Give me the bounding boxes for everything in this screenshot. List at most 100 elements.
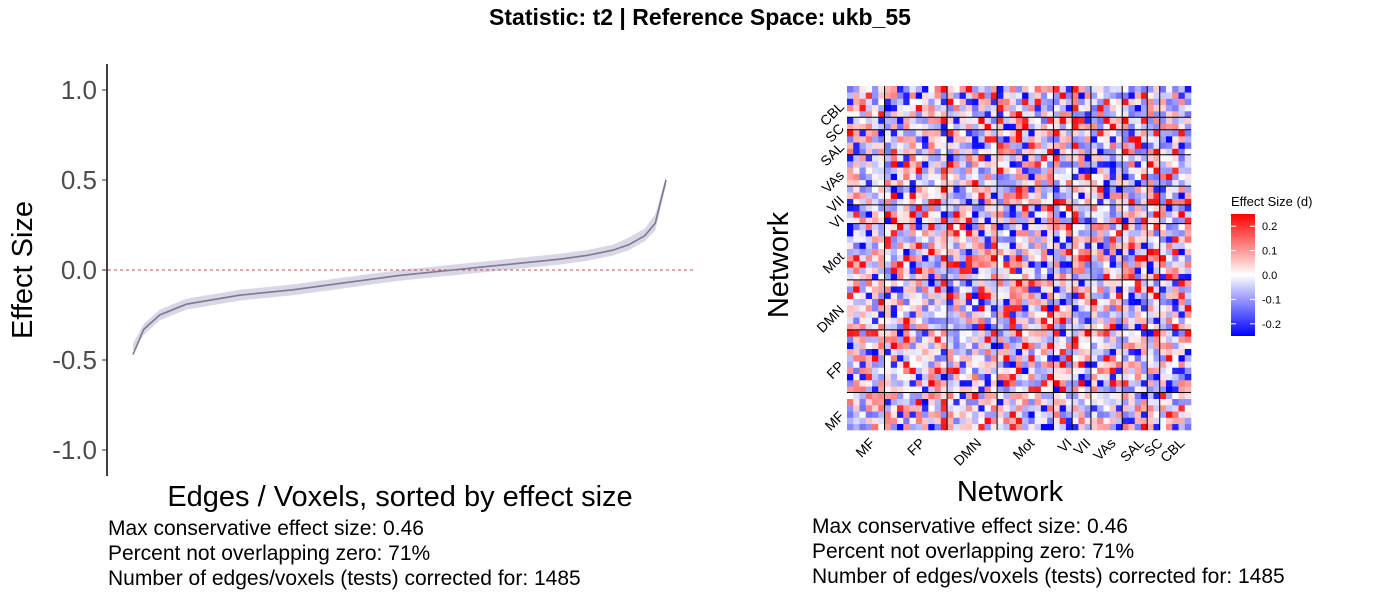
heatmap-cell xyxy=(1184,361,1192,368)
heatmap-cell xyxy=(1040,129,1048,137)
heatmap-cell xyxy=(1172,192,1179,199)
heatmap-cell xyxy=(878,367,885,374)
heatmap-cell xyxy=(890,198,898,206)
heatmap-cell xyxy=(872,236,879,243)
heatmap-cell xyxy=(878,111,885,118)
heatmap-cell xyxy=(922,267,929,274)
heatmap-cell xyxy=(1184,261,1192,268)
heatmap-cell xyxy=(928,236,935,243)
heatmap-cell xyxy=(972,254,979,262)
heatmap-cell xyxy=(984,136,992,143)
heatmap-cell xyxy=(1109,267,1117,274)
heatmap-cell xyxy=(897,304,904,312)
heatmap-cell xyxy=(1159,117,1167,124)
heatmap-cell xyxy=(1078,336,1085,343)
heatmap-cell xyxy=(1084,117,1092,124)
heatmap-cell xyxy=(984,304,992,312)
heatmap-cell xyxy=(1178,354,1186,362)
heatmap-cell xyxy=(947,242,954,249)
heatmap-cell xyxy=(1090,411,1098,418)
heatmap-cell xyxy=(1028,423,1035,431)
heatmap-cell xyxy=(884,192,892,199)
heatmap-cell xyxy=(1165,261,1173,268)
heatmap-cell xyxy=(909,98,917,106)
heatmap-cell xyxy=(1028,311,1035,318)
heatmap-cell xyxy=(872,279,879,287)
heatmap-cell xyxy=(853,354,860,362)
heatmap-cell xyxy=(878,211,885,218)
heatmap-cell xyxy=(1153,386,1161,393)
heatmap-cell xyxy=(965,173,973,181)
heatmap-cell xyxy=(1053,104,1060,112)
heatmap-cell xyxy=(959,304,967,312)
heatmap-cell xyxy=(1015,148,1023,156)
heatmap-cell xyxy=(890,386,898,393)
heatmap-cell xyxy=(972,136,979,143)
heatmap-cell xyxy=(865,179,873,187)
heatmap-cell xyxy=(897,411,904,418)
heatmap-cell xyxy=(897,398,904,406)
heatmap-cell xyxy=(859,286,867,293)
heatmap-cell xyxy=(940,198,948,206)
heatmap-cell xyxy=(940,179,948,187)
heatmap-cell xyxy=(1078,304,1085,312)
heatmap-cell xyxy=(865,379,873,387)
heatmap-cell xyxy=(1053,348,1060,356)
heatmap-cell xyxy=(1015,286,1023,293)
heatmap-cell xyxy=(922,198,929,206)
heatmap-cell xyxy=(1034,398,1042,406)
heatmap-cell xyxy=(1134,223,1142,231)
heatmap-cell xyxy=(990,392,998,400)
heatmap-cell xyxy=(990,111,998,118)
heatmap-cell xyxy=(1028,236,1035,243)
heatmap-cell xyxy=(1040,292,1048,299)
heatmap-cell xyxy=(1090,398,1098,406)
heatmap-cell xyxy=(897,423,904,431)
heatmap-cell xyxy=(1122,161,1129,168)
heatmap-cell xyxy=(1090,311,1098,318)
heatmap-cell xyxy=(1090,117,1098,124)
heatmap-cell xyxy=(847,154,854,162)
heatmap-cell xyxy=(1034,211,1042,218)
heatmap-cell xyxy=(1165,254,1173,262)
heatmap-cell xyxy=(1084,186,1092,193)
heatmap-cell xyxy=(847,404,854,412)
heatmap-cell xyxy=(1009,98,1017,106)
heatmap-cell xyxy=(934,148,942,156)
y-tick-label: -1.0 xyxy=(52,435,97,465)
heatmap-cell xyxy=(1159,298,1167,306)
heatmap-cell xyxy=(872,311,879,318)
heatmap-cell xyxy=(1128,417,1135,425)
heatmap-cell xyxy=(1097,142,1104,149)
heatmap-cell xyxy=(1140,336,1148,343)
heatmap-cell xyxy=(1084,154,1092,162)
heatmap-cell xyxy=(1022,423,1029,431)
heatmap-cell xyxy=(1022,129,1029,137)
heatmap-cell xyxy=(959,354,967,362)
heatmap-cell xyxy=(915,348,923,356)
heatmap-cell xyxy=(972,129,979,137)
heatmap-cell xyxy=(878,423,885,431)
heatmap-cell xyxy=(1084,179,1092,187)
heatmap-cell xyxy=(1078,204,1085,212)
heatmap-cell xyxy=(1172,111,1179,118)
heatmap-cell xyxy=(859,211,867,218)
heatmap-cell xyxy=(1015,229,1023,237)
heatmap-cell xyxy=(853,386,860,393)
heatmap-cell xyxy=(1184,167,1192,174)
heatmap-cell xyxy=(984,373,992,381)
heatmap-cell xyxy=(1147,361,1154,368)
heatmap-cell xyxy=(1184,92,1192,99)
heatmap-cell xyxy=(934,123,942,131)
heatmap-cell xyxy=(1147,354,1154,362)
heatmap-cell xyxy=(1053,404,1060,412)
heatmap-cell xyxy=(997,142,1004,149)
heatmap-cell xyxy=(1028,286,1035,293)
heatmap-cell xyxy=(1053,386,1060,393)
heatmap-cell xyxy=(1053,117,1060,124)
heatmap-cell xyxy=(915,267,923,274)
heatmap-cell xyxy=(1084,236,1092,243)
heatmap-cell xyxy=(1009,261,1017,268)
heatmap-cell xyxy=(1103,398,1110,406)
heatmap-cell xyxy=(990,129,998,137)
